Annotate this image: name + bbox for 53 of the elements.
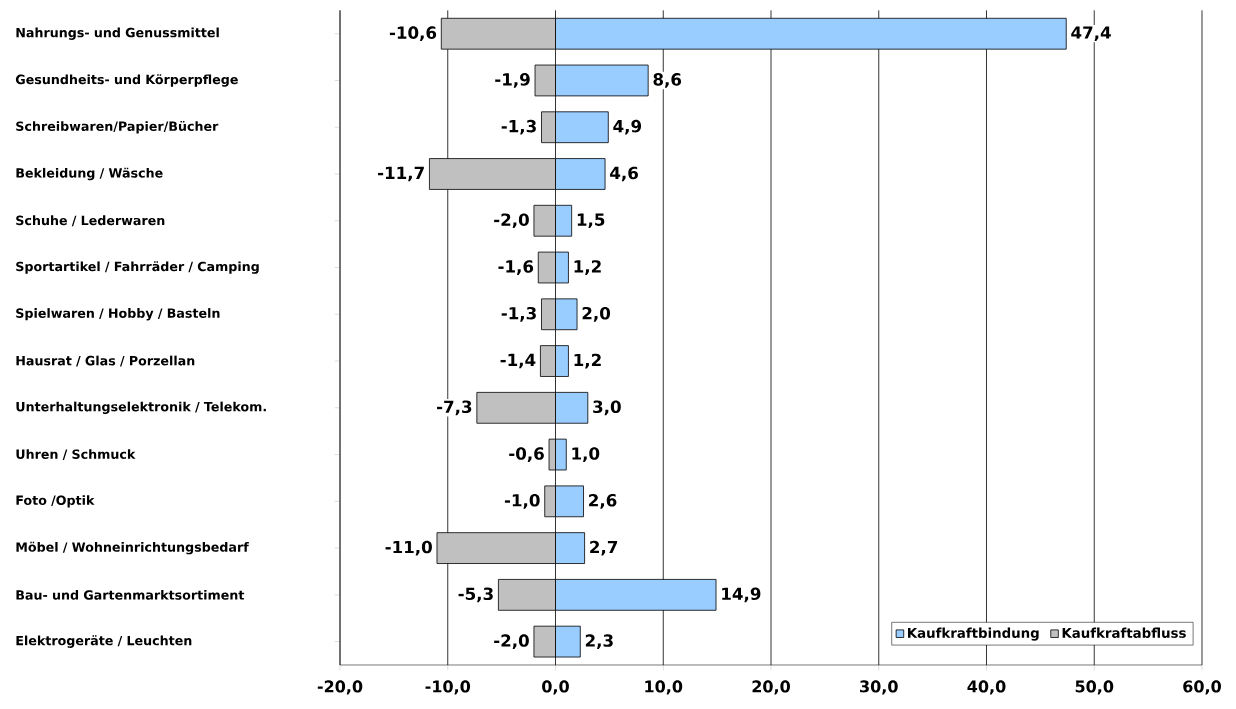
- x-tick-label: 40,0: [967, 680, 1006, 695]
- y-tick-label: Gesundheits- und Körperpflege: [15, 74, 238, 87]
- data-label: 14,9: [722, 587, 761, 603]
- x-tick-label: 10,0: [645, 680, 683, 695]
- data-label: -0,6: [509, 447, 544, 462]
- data-label: 1,0: [572, 447, 600, 462]
- data-label: 4,6: [610, 166, 638, 182]
- data-label: -1,9: [495, 73, 530, 88]
- y-tick-label: Sportartikel / Fahrräder / Camping: [16, 261, 259, 274]
- data-label: 1,5: [577, 213, 605, 229]
- x-tick-label: 50,0: [1075, 680, 1114, 695]
- y-tick-label: Elektrogeräte / Leuchten: [16, 635, 192, 648]
- y-tick-label: Unterhaltungselektronik / Telekom.: [16, 401, 266, 414]
- data-label: 2,0: [582, 306, 611, 322]
- data-label: -1,4: [500, 353, 536, 369]
- data-label: -11,7: [378, 166, 424, 182]
- y-tick-label: Foto /Optik: [16, 495, 95, 508]
- data-label: 47,4: [1071, 26, 1111, 41]
- data-label: -1,0: [504, 493, 540, 509]
- data-label: -1,6: [498, 260, 534, 275]
- data-label: 8,6: [653, 73, 682, 88]
- data-label: 1,2: [574, 353, 601, 369]
- data-label: -2,0: [494, 213, 529, 229]
- x-tick-label: 0,0: [542, 680, 569, 695]
- data-label: 2,3: [585, 634, 613, 649]
- x-tick-label: 60,0: [1183, 680, 1221, 695]
- y-tick-label: Uhren / Schmuck: [16, 449, 136, 460]
- data-label: -5,3: [458, 587, 493, 603]
- x-tick-label: 30,0: [860, 680, 898, 695]
- legend-label: Kaufkraftbindung: [908, 627, 1039, 641]
- y-tick-label: Hausrat / Glas / Porzellan: [16, 355, 195, 367]
- data-label: -11,0: [385, 540, 432, 556]
- data-label: -7,3: [437, 400, 472, 416]
- x-tick-label: 20,0: [752, 680, 790, 695]
- y-tick-label: Möbel / Wohneinrichtungsbedarf: [16, 541, 249, 555]
- y-tick-label: Spielwaren / Hobby / Basteln: [16, 308, 220, 321]
- legend-label: Kaufkraftabfluss: [1062, 627, 1186, 638]
- data-label: -10,6: [389, 26, 437, 42]
- y-tick-label: Bekleidung / Wäsche: [16, 167, 163, 181]
- data-label: 1,2: [574, 260, 601, 275]
- data-label: -2,0: [494, 634, 529, 649]
- data-label: 3,0: [593, 400, 621, 416]
- data-label: 2,6: [589, 493, 617, 509]
- y-tick-label: Nahrungs- und Genussmittel: [16, 27, 219, 40]
- y-tick-label: Bau- und Gartenmarktsortiment: [16, 589, 245, 600]
- data-label: -1,3: [501, 119, 536, 135]
- data-label: 2,7: [590, 540, 618, 556]
- y-tick-label: Schreibwaren/Papier/Bücher: [16, 121, 219, 134]
- data-label: -1,3: [501, 306, 536, 322]
- x-tick-label: -20,0: [317, 680, 363, 695]
- data-label: 4,9: [613, 119, 642, 135]
- x-tick-label: -10,0: [425, 680, 471, 695]
- y-tick-label: Schuhe / Lederwaren: [16, 215, 165, 227]
